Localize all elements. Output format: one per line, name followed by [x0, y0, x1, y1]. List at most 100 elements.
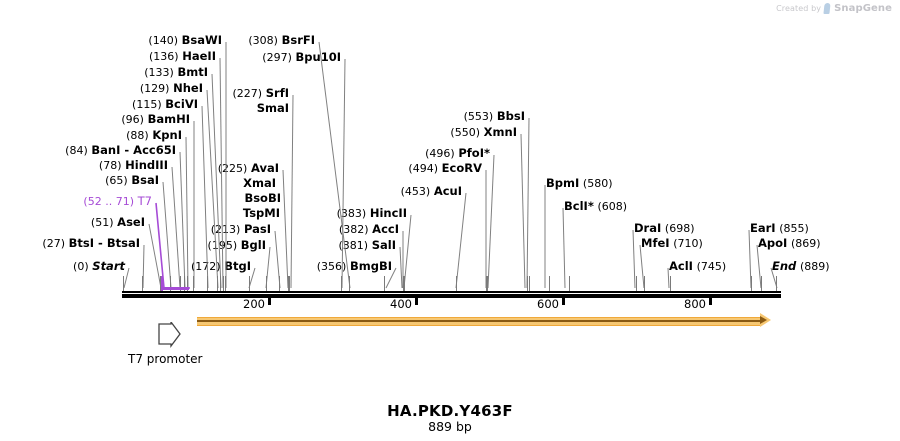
cut-site-tick[interactable]: [184, 276, 186, 291]
cut-site-tick[interactable]: [222, 276, 224, 291]
site-label-pfoi[interactable]: (496) PfoI*: [425, 147, 490, 160]
site-label-smai[interactable]: SmaI: [257, 102, 289, 114]
site-label-bbsi[interactable]: (553) BbsI: [464, 110, 525, 123]
cut-site-tick[interactable]: [160, 276, 161, 291]
site-label-ecorv[interactable]: (494) EcoRV: [408, 162, 482, 175]
marker-label-end[interactable]: End (889): [772, 260, 830, 273]
cut-site-tick[interactable]: [193, 276, 195, 291]
cut-site-tick[interactable]: [248, 276, 250, 291]
cut-site-tick[interactable]: [404, 276, 405, 291]
cut-site-tick[interactable]: [160, 276, 163, 291]
site-label-srfi[interactable]: (227) SrfI: [233, 87, 290, 100]
t7-promoter-arrow-icon[interactable]: [155, 322, 195, 352]
site-position: (745): [696, 260, 727, 273]
site-label-hindiii[interactable]: (78) HindIII: [99, 159, 168, 172]
cut-site-tick[interactable]: [569, 276, 571, 291]
cut-site-tick[interactable]: [548, 276, 550, 291]
orf-feature-bar[interactable]: [197, 317, 760, 326]
cut-site-tick[interactable]: [403, 276, 405, 291]
site-label-bsobi[interactable]: BsoBI: [244, 192, 281, 204]
site-label-nhei[interactable]: (129) NheI: [140, 82, 203, 95]
site-label-haeii[interactable]: (136) HaeII: [149, 50, 216, 63]
t7-promoter-feature-bar[interactable]: [160, 287, 189, 290]
site-label-btgi[interactable]: (172) BtgI: [191, 260, 251, 273]
cut-site-tick[interactable]: [170, 276, 172, 291]
site-label-bsai[interactable]: (65) BsaI: [105, 174, 159, 187]
site-label-bmgbi[interactable]: (356) BmgBI: [317, 260, 392, 273]
site-position: (710): [673, 237, 703, 250]
site-name: AccI: [372, 222, 399, 236]
site-label-bmti[interactable]: (133) BmtI: [144, 66, 208, 79]
site-label-tspmi[interactable]: TspMI: [243, 207, 280, 220]
site-label-hincii[interactable]: (383) HincII: [337, 207, 407, 220]
site-label-eari[interactable]: EarI (855): [750, 222, 809, 235]
site-name: DraI: [634, 221, 662, 235]
site-label-asei[interactable]: (51) AseI: [91, 216, 145, 229]
cut-site-tick[interactable]: [348, 276, 350, 291]
cut-site-tick[interactable]: [207, 276, 208, 291]
site-label-bani-acc65i[interactable]: (84) BanI - Acc65I: [65, 144, 176, 157]
site-label-xmni[interactable]: (550) XmnI: [450, 126, 517, 139]
cut-site-tick[interactable]: [384, 276, 386, 291]
cut-site-tick[interactable]: [265, 276, 267, 291]
cut-site-tick[interactable]: [122, 276, 124, 291]
site-label-apoi[interactable]: ApoI (869): [758, 237, 821, 250]
sequence-backbone: [122, 294, 781, 298]
site-position: (195): [207, 239, 238, 252]
site-label-kpni[interactable]: (88) KpnI: [126, 129, 182, 142]
site-label-btsi-btsai[interactable]: (27) BtsI - BtsaI: [42, 237, 140, 250]
site-label-bgli[interactable]: (195) BglI: [208, 239, 266, 252]
cut-site-tick[interactable]: [455, 276, 457, 291]
cut-site-tick[interactable]: [142, 276, 144, 291]
cut-site-tick[interactable]: [179, 276, 181, 291]
site-label-avai[interactable]: (225) AvaI: [218, 162, 279, 175]
site-label-bsawi[interactable]: (140) BsaWI: [148, 34, 222, 47]
feature-label-t7-promoter-range[interactable]: (52 .. 71) T7: [83, 195, 152, 208]
cut-site-tick[interactable]: [402, 276, 404, 291]
site-star: *: [587, 199, 594, 213]
site-name: BglI: [240, 238, 266, 252]
cut-site-tick[interactable]: [289, 276, 291, 291]
site-label-pasi[interactable]: (213) PasI: [211, 223, 271, 236]
cut-site-tick[interactable]: [279, 276, 281, 291]
cut-site-tick[interactable]: [670, 276, 672, 291]
site-label-acui[interactable]: (453) AcuI: [401, 185, 462, 198]
cut-site-tick[interactable]: [225, 276, 227, 291]
site-position: (225): [217, 162, 248, 175]
site-position: (172): [190, 260, 221, 273]
site-name: NheI: [173, 81, 203, 95]
site-position: (78): [98, 159, 122, 172]
cut-site-tick[interactable]: [750, 276, 752, 291]
site-label-bsrfi[interactable]: (308) BsrFI: [248, 34, 315, 47]
site-label-drai[interactable]: DraI (698): [634, 222, 695, 235]
site-name: BclI: [564, 199, 588, 213]
marker-label-start[interactable]: (0) Start: [73, 260, 125, 273]
site-label-bamhi[interactable]: (96) BamHI: [121, 113, 190, 126]
cut-site-tick[interactable]: [187, 276, 189, 291]
site-label-bpmi[interactable]: BpmI (580): [546, 177, 613, 190]
cut-site-tick[interactable]: [761, 276, 763, 291]
cut-site-tick[interactable]: [217, 276, 219, 291]
cut-site-tick[interactable]: [485, 276, 487, 291]
cut-site-tick[interactable]: [526, 276, 528, 291]
site-label-acli[interactable]: AclI (745): [669, 260, 726, 273]
cut-site-tick[interactable]: [635, 276, 637, 291]
cut-site-tick[interactable]: [220, 276, 222, 291]
site-label-bcivi[interactable]: (115) BciVI: [132, 98, 198, 111]
site-label-bpu10i[interactable]: (297) Bpu10I: [262, 51, 341, 64]
site-label-xmai[interactable]: XmaI: [243, 177, 276, 189]
site-label-sali[interactable]: (381) SalI: [338, 239, 396, 252]
cut-site-tick[interactable]: [487, 276, 489, 291]
site-name: XmaI: [243, 176, 276, 190]
site-label-acci[interactable]: (382) AccI: [339, 223, 399, 236]
cut-site-tick[interactable]: [340, 276, 342, 291]
site-name: HindIII: [125, 158, 168, 172]
cut-site-tick[interactable]: [775, 276, 777, 291]
site-label-bcli[interactable]: BclI* (608): [564, 200, 627, 213]
cut-site-tick[interactable]: [287, 276, 289, 291]
cut-site-tick[interactable]: [529, 276, 530, 291]
cut-site-tick[interactable]: [644, 276, 646, 291]
site-name: EcoRV: [441, 161, 482, 175]
site-label-mfei[interactable]: MfeI (710): [641, 237, 703, 250]
marker-position: (889): [799, 260, 830, 273]
